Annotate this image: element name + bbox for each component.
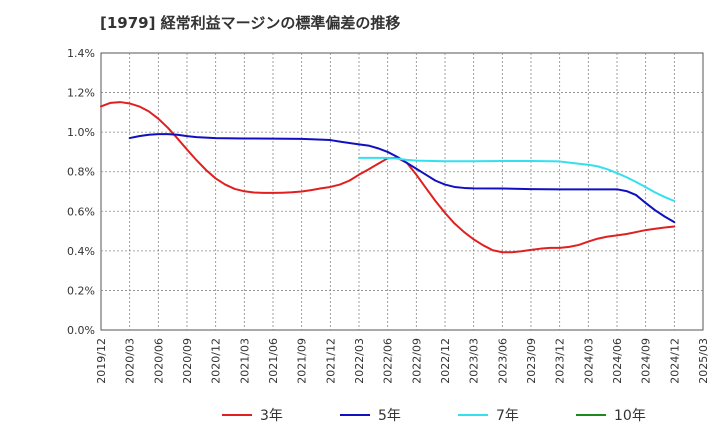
y-tick-label: 0.0% bbox=[67, 324, 95, 337]
y-tick-label: 0.2% bbox=[67, 284, 95, 297]
x-tick-label: 2023/12 bbox=[554, 338, 567, 384]
x-tick-label: 2023/03 bbox=[468, 338, 481, 384]
x-tick-label: 2024/12 bbox=[668, 338, 681, 384]
x-tick-label: 2024/03 bbox=[582, 338, 595, 384]
x-tick-label: 2022/06 bbox=[382, 338, 395, 384]
x-tick-label: 2021/09 bbox=[296, 338, 309, 384]
x-tick-label: 2021/12 bbox=[324, 338, 337, 384]
y-tick-label: 0.6% bbox=[67, 205, 95, 218]
x-tick-label: 2023/09 bbox=[525, 338, 538, 384]
x-tick-label: 2020/03 bbox=[124, 338, 137, 384]
x-tick-label: 2019/12 bbox=[95, 338, 108, 384]
series-line-7y bbox=[358, 156, 676, 202]
series-layer bbox=[100, 101, 676, 254]
chart-title: [1979] 経常利益マージンの標準偏差の推移 bbox=[100, 14, 401, 32]
legend-label-3y: 3年 bbox=[260, 408, 283, 424]
x-tick-label: 2020/06 bbox=[152, 338, 165, 384]
legend-label-10y: 10年 bbox=[614, 408, 646, 424]
x-tick-label: 2022/09 bbox=[410, 338, 423, 384]
x-tick-label: 2024/06 bbox=[611, 338, 624, 384]
x-tick-label: 2020/12 bbox=[210, 338, 223, 384]
x-tick-label: 2022/03 bbox=[353, 338, 366, 384]
x-tick-label: 2021/06 bbox=[267, 338, 280, 384]
legend: 3年 5年 7年 10年 bbox=[222, 408, 646, 424]
x-tick-label: 2021/03 bbox=[238, 338, 251, 384]
y-tick-label: 0.8% bbox=[67, 166, 95, 179]
y-tick-label: 1.2% bbox=[67, 87, 95, 100]
y-tick-label: 1.4% bbox=[67, 47, 95, 60]
x-tick-label: 2020/09 bbox=[181, 338, 194, 384]
x-tick-label: 2025/03 bbox=[697, 338, 710, 384]
x-tick-label: 2023/06 bbox=[496, 338, 509, 384]
x-tick-label: 2024/09 bbox=[640, 338, 653, 384]
y-tick-label: 0.4% bbox=[67, 245, 95, 258]
legend-label-5y: 5年 bbox=[378, 408, 401, 424]
x-tick-label: 2022/12 bbox=[439, 338, 452, 384]
y-tick-label: 1.0% bbox=[67, 126, 95, 139]
plot-frame bbox=[100, 52, 704, 331]
series-line-5y bbox=[128, 133, 676, 224]
legend-label-7y: 7年 bbox=[496, 408, 519, 424]
x-tick-layer: 2019/12 2020/03 2020/06 2020/09 2020/12 2021/… bbox=[95, 338, 710, 384]
y-tick-layer: 0.0% 0.2% 0.4% 0.6% 0.8% 1.0% 1.2% 1.4% bbox=[67, 47, 95, 337]
grid-layer bbox=[100, 52, 704, 331]
